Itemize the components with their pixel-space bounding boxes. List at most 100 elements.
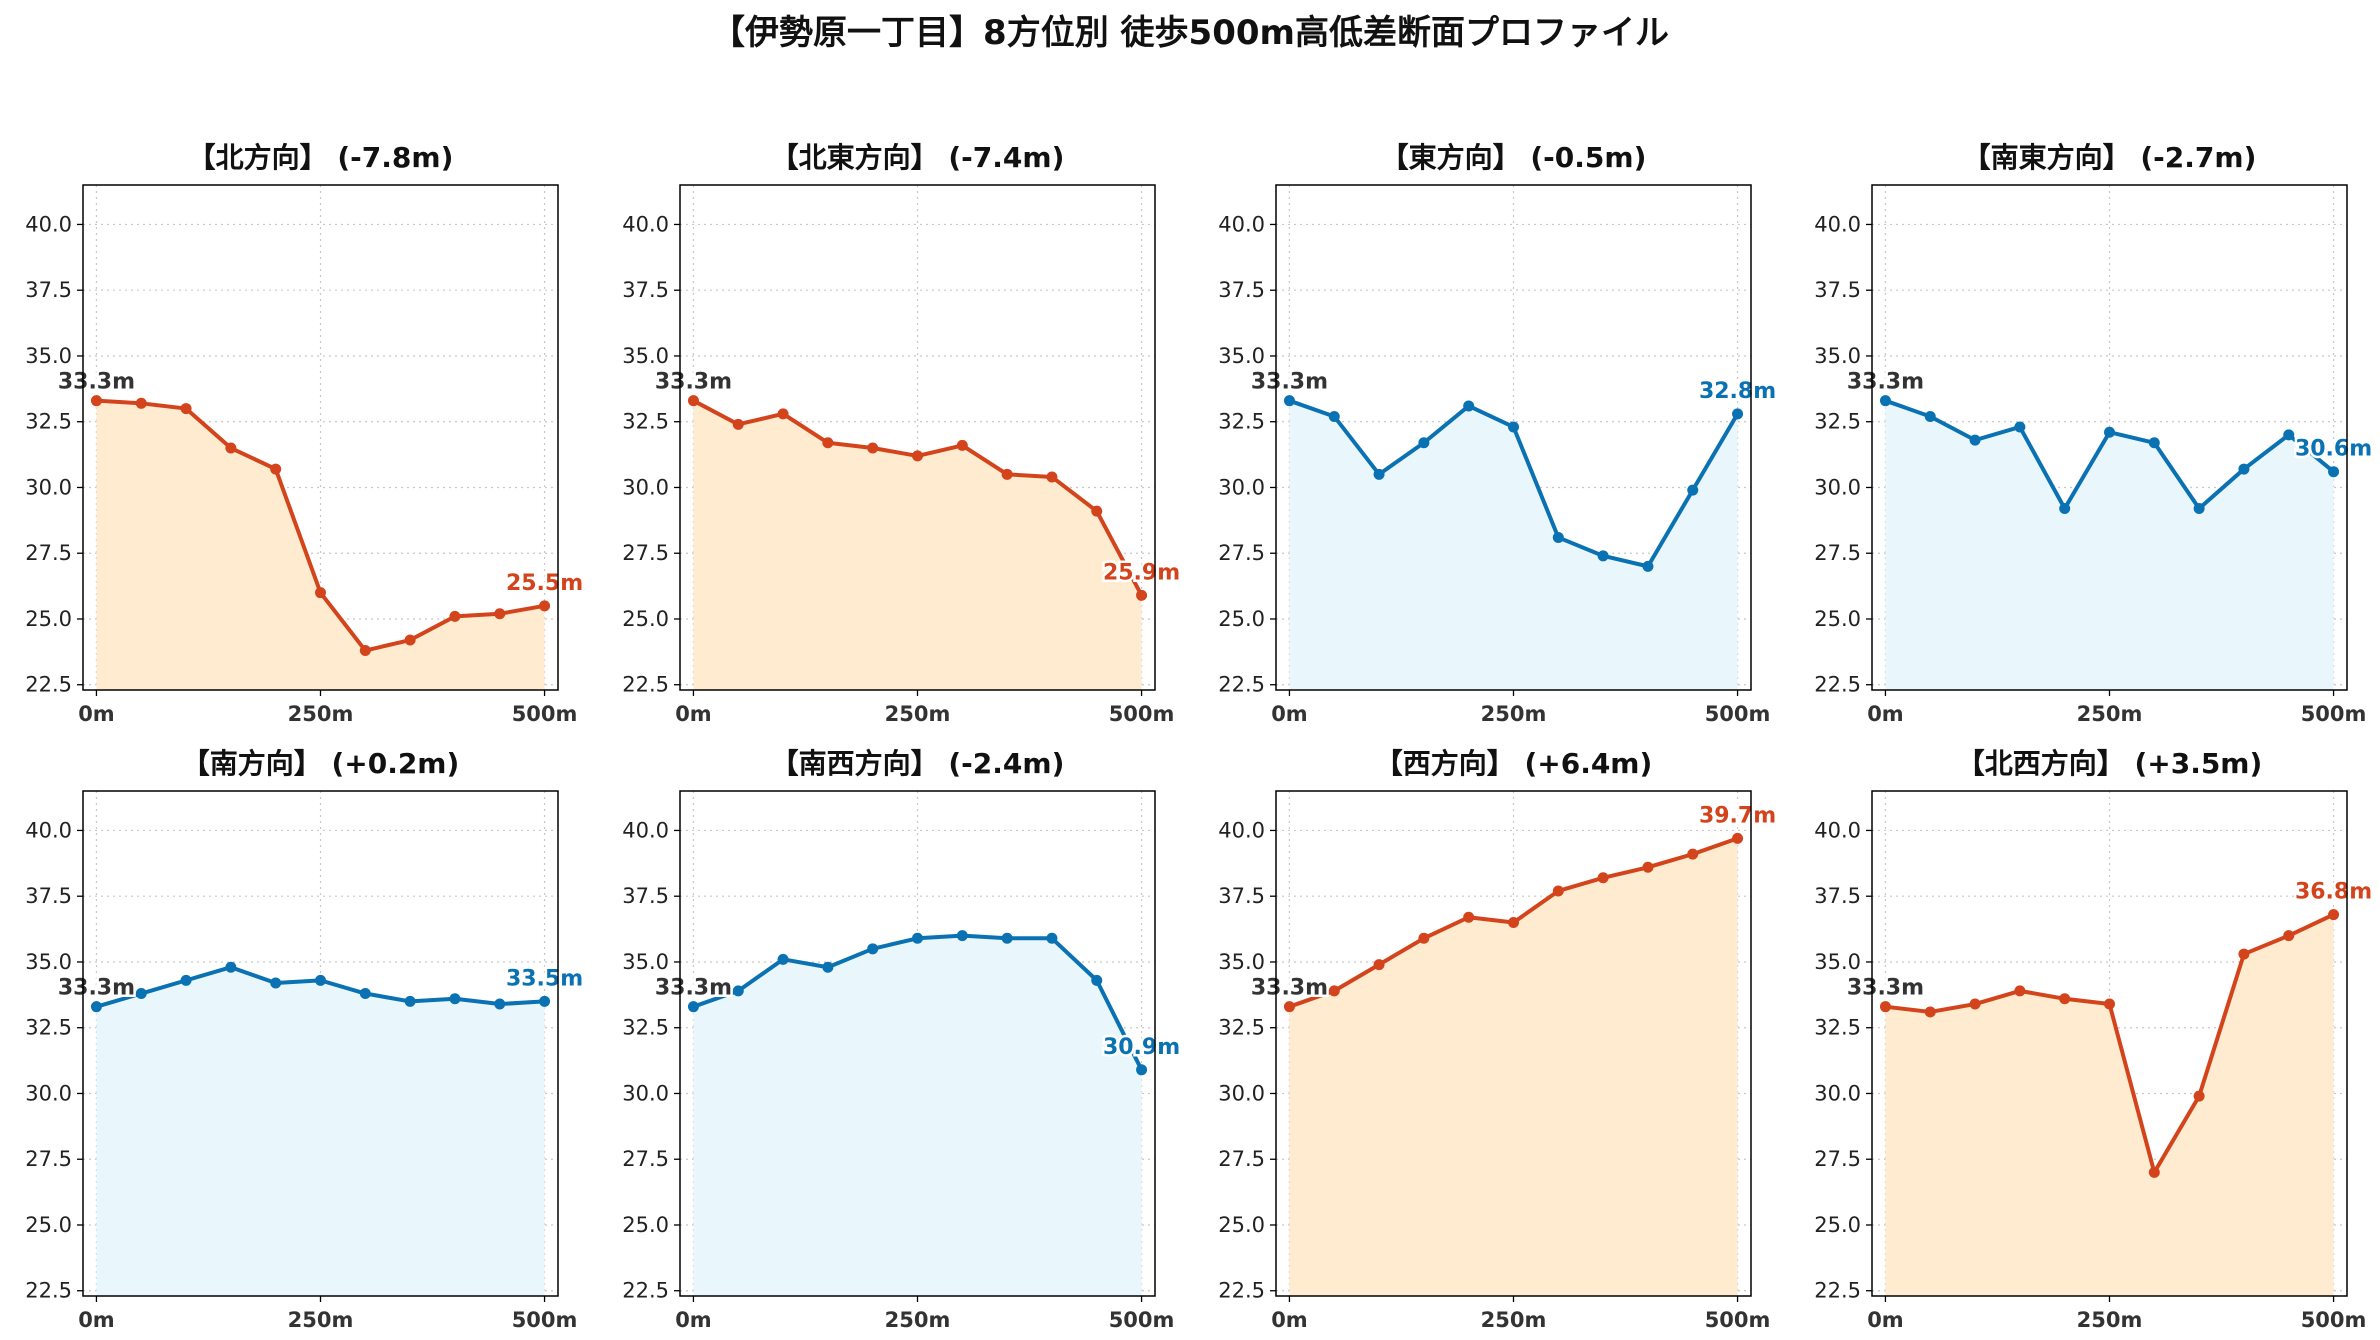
y-tick-label: 27.5 xyxy=(1218,1147,1265,1171)
start-value-label: 33.3m xyxy=(1847,976,1924,1001)
elevation-point xyxy=(270,463,282,475)
y-tick-label: 35.0 xyxy=(25,344,72,368)
panel-1: 【北東方向】 (-7.4m) 33.3m 25.9m 22.5 25.0 27.5 30.0… xyxy=(622,141,1182,726)
y-tick-label: 32.5 xyxy=(622,410,669,434)
end-value-label: 33.5m xyxy=(506,966,583,991)
elevation-point xyxy=(2193,1090,2205,1102)
elevation-point xyxy=(2059,993,2071,1005)
end-value-label: 32.8m xyxy=(1699,379,1776,404)
end-value-label: 30.6m xyxy=(2295,437,2372,462)
end-value-label: 25.5m xyxy=(506,571,583,596)
elevation-point xyxy=(1001,468,1013,480)
elevation-point xyxy=(2283,930,2295,942)
start-value-label: 33.3m xyxy=(58,976,135,1001)
elevation-point xyxy=(2104,998,2115,1010)
y-tick-label: 27.5 xyxy=(622,541,669,565)
elevation-point xyxy=(2238,948,2250,960)
x-tick-label: 500m xyxy=(1109,702,1175,726)
y-tick-label: 25.0 xyxy=(25,607,72,631)
elevation-point xyxy=(180,403,192,415)
y-tick-label: 32.5 xyxy=(1814,1016,1861,1040)
elevation-point xyxy=(1879,1001,1891,1013)
panel-2: 【東方向】 (-0.5m) 33.3m 32.8m 22.5 25.0 27.5 30.0 3… xyxy=(1218,141,1778,726)
elevation-point xyxy=(2328,466,2340,478)
y-tick-label: 35.0 xyxy=(1814,950,1861,974)
y-tick-label: 22.5 xyxy=(1218,1279,1265,1303)
y-tick-label: 35.0 xyxy=(622,950,669,974)
elevation-point xyxy=(449,993,461,1005)
y-tick-label: 35.0 xyxy=(25,950,72,974)
x-tick-label: 0m xyxy=(1271,1308,1308,1332)
elevation-point xyxy=(956,439,968,451)
elevation-point xyxy=(1687,484,1699,496)
y-tick-label: 32.5 xyxy=(1814,410,1861,434)
y-tick-label: 37.5 xyxy=(622,278,669,302)
panels-grid: 【北方向】 (-7.8m) 33.3m 25.5m 22.5 25.0 27.5 30.0 3… xyxy=(25,141,2374,1332)
y-tick-label: 25.0 xyxy=(1814,1213,1861,1237)
elevation-point xyxy=(1001,932,1013,944)
x-tick-label: 0m xyxy=(1867,702,1904,726)
x-tick-label: 250m xyxy=(1481,702,1547,726)
panel-title: 【南東方向】 (-2.7m) xyxy=(1963,141,2257,174)
y-tick-label: 30.0 xyxy=(1814,1081,1861,1105)
y-tick-label: 22.5 xyxy=(25,1279,72,1303)
elevation-point xyxy=(180,974,192,986)
elevation-point xyxy=(1418,437,1430,449)
y-tick-label: 40.0 xyxy=(1218,212,1265,236)
elevation-point xyxy=(822,437,834,449)
y-tick-label: 32.5 xyxy=(622,1016,669,1040)
x-tick-label: 250m xyxy=(2077,702,2143,726)
panel-title: 【北方向】 (-7.8m) xyxy=(188,141,454,174)
panel-6: 【西方向】 (+6.4m) 33.3m 39.7m 22.5 25.0 27.5 30.0 3… xyxy=(1218,747,1778,1332)
start-value-label: 33.3m xyxy=(1847,370,1924,395)
elevation-point xyxy=(1373,959,1385,971)
y-tick-label: 40.0 xyxy=(25,212,72,236)
elevation-point xyxy=(90,1001,102,1013)
elevation-point xyxy=(404,634,416,646)
panel-title: 【北西方向】 (+3.5m) xyxy=(1957,747,2263,780)
elevation-point xyxy=(2283,429,2295,441)
elevation-point xyxy=(2104,426,2115,438)
elevation-point xyxy=(1046,932,1058,944)
y-tick-label: 37.5 xyxy=(25,278,72,302)
elevation-point xyxy=(2014,421,2026,433)
y-tick-label: 40.0 xyxy=(622,212,669,236)
elevation-point xyxy=(867,943,879,955)
elevation-point xyxy=(777,953,789,965)
y-tick-label: 25.0 xyxy=(622,607,669,631)
elevation-point xyxy=(1552,531,1564,543)
x-tick-label: 500m xyxy=(2301,1308,2367,1332)
x-tick-label: 500m xyxy=(1109,1308,1175,1332)
panel-title: 【南西方向】 (-2.4m) xyxy=(771,747,1065,780)
elevation-point xyxy=(1136,589,1148,601)
elevation-point xyxy=(1879,395,1891,407)
elevation-point xyxy=(1283,1001,1295,1013)
elevation-point xyxy=(1463,400,1475,412)
figure-title: 【伊勢原一丁目】8方位別 徒歩500m高低差断面プロファイル xyxy=(711,13,1669,53)
elevation-point xyxy=(225,442,237,454)
elevation-point xyxy=(2193,503,2205,515)
elevation-point xyxy=(315,587,326,599)
x-tick-label: 500m xyxy=(2301,702,2367,726)
start-value-label: 33.3m xyxy=(1251,976,1328,1001)
elevation-point xyxy=(1508,917,1519,929)
y-tick-label: 30.0 xyxy=(1814,475,1861,499)
panel-0: 【北方向】 (-7.8m) 33.3m 25.5m 22.5 25.0 27.5 30.0 3… xyxy=(25,141,585,726)
end-value-label: 36.8m xyxy=(2295,880,2372,905)
elevation-point xyxy=(1969,998,1981,1010)
elevation-area xyxy=(1885,400,2334,690)
x-tick-label: 250m xyxy=(2077,1308,2143,1332)
y-tick-label: 32.5 xyxy=(25,1016,72,1040)
y-tick-label: 22.5 xyxy=(622,673,669,697)
elevation-point xyxy=(1924,410,1936,422)
elevation-point xyxy=(359,645,371,657)
x-tick-label: 250m xyxy=(885,702,951,726)
start-value-label: 33.3m xyxy=(58,370,135,395)
x-tick-label: 0m xyxy=(1867,1308,1904,1332)
y-tick-label: 27.5 xyxy=(1218,541,1265,565)
panel-title: 【南方向】 (+0.2m) xyxy=(182,747,460,780)
elevation-point xyxy=(494,608,506,620)
elevation-point xyxy=(822,961,834,973)
elevation-point xyxy=(2328,909,2340,921)
